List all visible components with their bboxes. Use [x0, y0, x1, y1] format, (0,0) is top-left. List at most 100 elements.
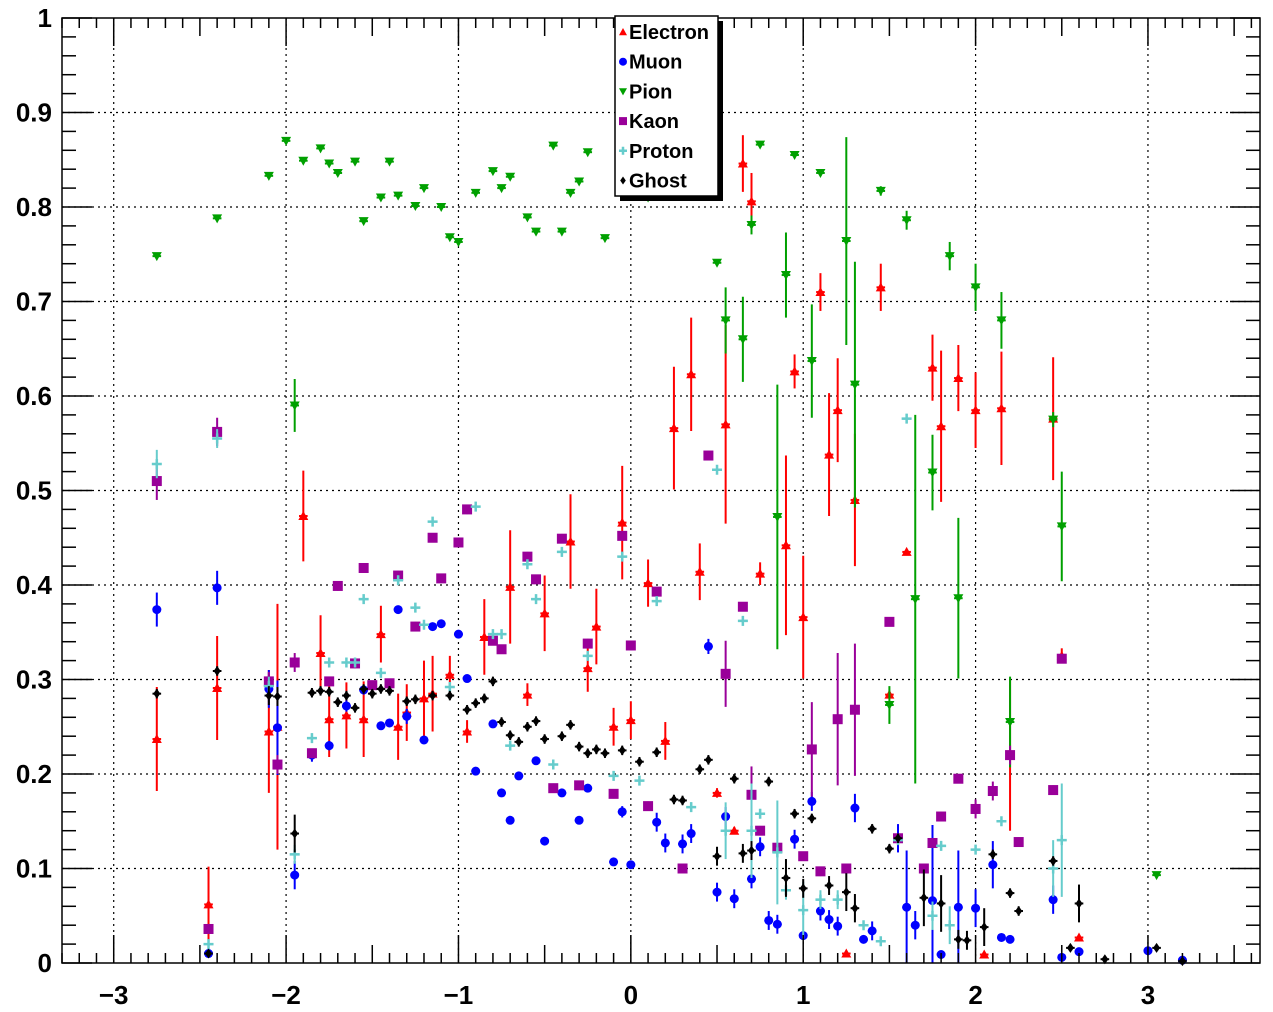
data-point: [1075, 898, 1083, 909]
data-point: [858, 920, 869, 931]
data-point: [901, 413, 912, 424]
data-point: [970, 283, 981, 293]
data-point: [575, 741, 583, 752]
data-point: [849, 380, 860, 390]
data-point: [574, 177, 585, 187]
data-point: [532, 716, 540, 727]
data-point: [875, 936, 886, 947]
legend-label-kaon: Kaon: [629, 111, 679, 133]
data-point: [291, 828, 299, 839]
data-point: [789, 151, 800, 161]
data-point: [859, 934, 869, 944]
data-point: [384, 678, 395, 689]
data-point: [850, 803, 860, 813]
data-point: [953, 773, 964, 784]
data-point: [643, 578, 654, 588]
data-point: [885, 843, 893, 854]
data-point: [203, 899, 214, 909]
data-point: [317, 685, 325, 696]
data-point: [351, 702, 359, 713]
data-point: [927, 910, 938, 921]
data-point: [427, 532, 438, 543]
data-point: [306, 733, 317, 744]
data-point: [936, 421, 947, 431]
data-point: [358, 594, 369, 605]
data-point: [712, 464, 723, 475]
data-point: [360, 683, 368, 694]
data-point: [824, 915, 834, 925]
data-point: [1074, 932, 1085, 942]
data-point: [791, 808, 799, 819]
data-point: [592, 744, 600, 755]
data-point: [902, 902, 912, 912]
data-point: [324, 676, 335, 687]
data-point: [782, 872, 790, 883]
data-point: [342, 690, 350, 701]
data-point: [496, 644, 507, 655]
data-point: [419, 735, 429, 745]
data-point: [315, 648, 326, 658]
data-point: [368, 688, 376, 699]
data-point: [427, 516, 438, 527]
data-point: [696, 764, 704, 775]
data-point: [487, 635, 498, 646]
data-point: [815, 906, 825, 916]
data-point: [989, 849, 997, 860]
data-point: [712, 258, 723, 268]
data-point: [539, 608, 550, 618]
data-point: [798, 905, 809, 916]
data-point: [790, 834, 800, 844]
data-point: [548, 783, 559, 794]
legend-label-proton: Proton: [629, 141, 693, 163]
data-point: [953, 902, 963, 912]
data-point: [444, 669, 455, 679]
data-point: [289, 657, 300, 668]
data-point: [350, 657, 361, 668]
data-point: [730, 773, 738, 784]
data-point: [901, 546, 912, 556]
data-point: [436, 203, 447, 212]
data-point: [963, 935, 971, 946]
data-point: [609, 857, 619, 867]
data-point: [273, 691, 281, 702]
data-point: [556, 227, 567, 237]
data-point: [290, 870, 300, 880]
y-tick-label: 0.3: [16, 665, 52, 695]
data-point: [927, 468, 938, 478]
data-point: [686, 369, 697, 379]
data-point: [833, 921, 843, 931]
data-point: [996, 403, 1007, 413]
data-point: [411, 694, 419, 705]
data-point: [436, 573, 447, 584]
data-point: [737, 615, 748, 626]
y-tick-label: 0: [38, 948, 52, 978]
data-point: [436, 619, 446, 629]
legend-marker-pion: [619, 88, 627, 96]
data-point: [1006, 888, 1014, 899]
data-point: [358, 562, 369, 573]
data-point: [679, 795, 687, 806]
data-point: [799, 883, 807, 894]
data-point: [653, 747, 661, 758]
data-point: [556, 546, 567, 557]
data-point: [446, 690, 454, 701]
data-point: [806, 357, 817, 367]
data-point: [462, 504, 473, 515]
data-point: [479, 631, 490, 641]
data-point: [970, 405, 981, 415]
data-point: [944, 920, 955, 931]
data-point: [867, 926, 877, 936]
y-tick-label: 0.2: [16, 759, 52, 789]
data-point: [1005, 934, 1015, 944]
data-point: [453, 237, 464, 247]
y-tick-label: 0.6: [16, 381, 52, 411]
data-point: [212, 683, 223, 693]
legend: Electron Muon Pion Kaon Proton Ghost: [614, 15, 723, 201]
x-tick-label: 2: [968, 980, 982, 1010]
data-point: [875, 282, 886, 292]
data-point: [410, 202, 421, 212]
data-point: [453, 537, 464, 548]
data-point: [737, 335, 748, 345]
data-point: [332, 580, 343, 591]
data-point: [298, 156, 309, 166]
